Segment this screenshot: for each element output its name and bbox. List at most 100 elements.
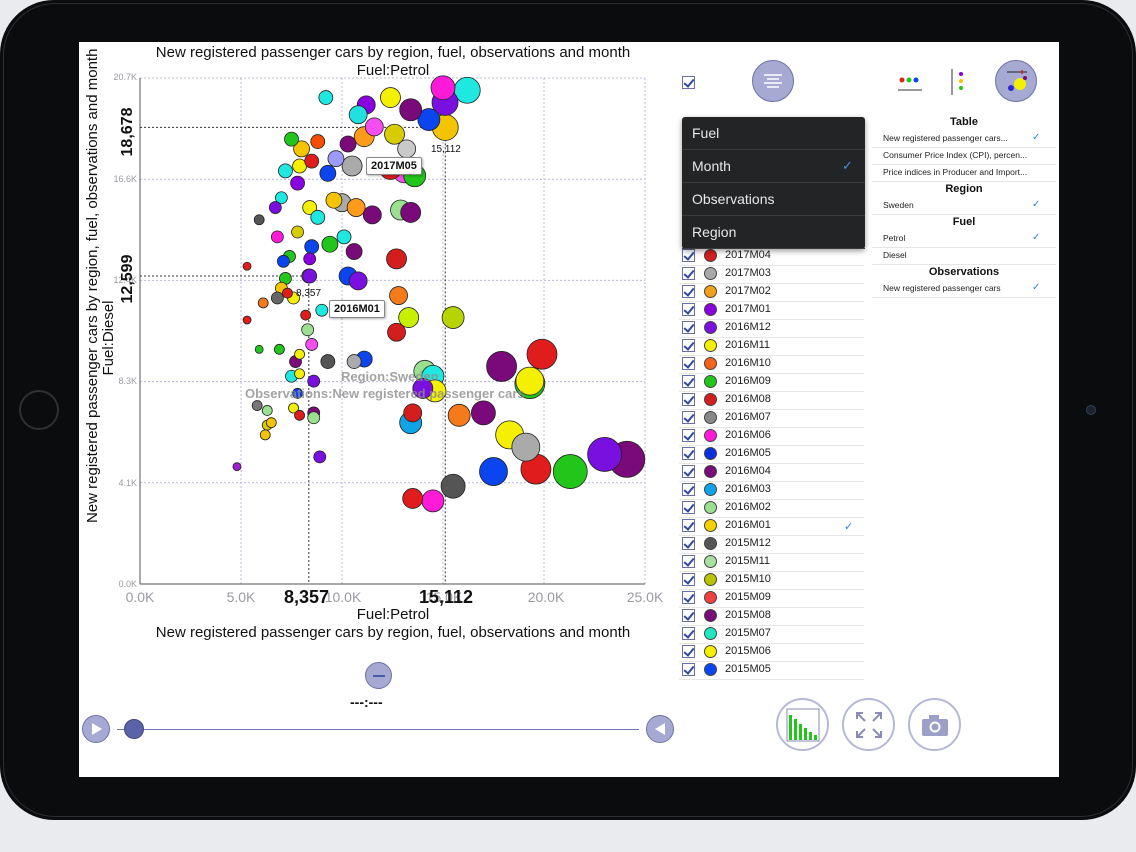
month-checkbox[interactable] <box>682 555 695 568</box>
legend-button[interactable] <box>897 70 923 94</box>
month-list-item[interactable]: 2015M06 <box>679 643 864 662</box>
panel-item[interactable]: New registered passenger cars ✓ <box>872 281 1056 298</box>
color-swatch-icon <box>704 357 717 370</box>
month-list-item[interactable]: 2015M09 <box>679 589 864 608</box>
dropdown-item[interactable]: Fuel <box>682 117 865 150</box>
month-list-item[interactable]: 2016M04 <box>679 463 864 482</box>
month-list-item[interactable]: 2015M12 <box>679 535 864 554</box>
month-checkbox[interactable] <box>682 501 695 514</box>
month-checkbox[interactable] <box>682 591 695 604</box>
month-list-item[interactable]: 2016M08 <box>679 391 864 410</box>
month-list-item[interactable]: 2017M02 <box>679 283 864 302</box>
month-list-item[interactable]: 2016M12 <box>679 319 864 338</box>
pointer-icon <box>372 674 385 677</box>
data-point <box>470 400 496 426</box>
month-list-item[interactable]: 2016M06 <box>679 427 864 446</box>
month-list-item[interactable]: 2016M05 <box>679 445 864 464</box>
month-checkbox[interactable] <box>682 249 695 262</box>
month-checkbox[interactable] <box>682 321 695 334</box>
month-checkbox[interactable] <box>682 573 695 586</box>
month-list-item[interactable]: 2016M02 <box>679 499 864 518</box>
point-value-label: 8,357 <box>296 288 322 299</box>
month-list-item[interactable]: 2016M10 <box>679 355 864 374</box>
month-checkbox[interactable] <box>682 447 695 460</box>
month-label: 2015M07 <box>725 627 771 639</box>
month-checkbox[interactable] <box>682 357 695 370</box>
month-checkbox[interactable] <box>682 411 695 424</box>
dropdown-item[interactable]: Observations <box>682 183 865 216</box>
panel-item[interactable]: Diesel <box>872 248 1056 265</box>
month-list-item[interactable]: 2017M01 <box>679 301 864 320</box>
size-legend-button[interactable] <box>949 68 971 96</box>
month-checkbox[interactable] <box>682 663 695 676</box>
data-point <box>440 473 466 499</box>
rewind-button[interactable] <box>646 715 674 743</box>
panel-item[interactable]: Petrol ✓ <box>872 231 1056 248</box>
month-checkbox[interactable] <box>682 429 695 442</box>
dropdown-item[interactable]: Month ✓ <box>682 150 865 183</box>
data-point <box>346 354 362 369</box>
month-list-item[interactable]: 2015M05 <box>679 661 864 680</box>
month-checkbox[interactable] <box>682 537 695 550</box>
month-checkbox[interactable] <box>682 285 695 298</box>
app-screen: New registered passenger cars by region,… <box>79 42 1059 777</box>
bar-chart-button[interactable] <box>776 698 829 751</box>
month-checkbox[interactable] <box>682 519 695 532</box>
month-list-item[interactable]: 2016M09 <box>679 373 864 392</box>
dropdown-item[interactable]: Region <box>682 216 865 249</box>
month-list-item[interactable]: 2015M08 <box>679 607 864 626</box>
data-point <box>515 366 545 396</box>
color-swatch-icon <box>704 519 717 532</box>
month-list-item[interactable]: 2016M03 <box>679 481 864 500</box>
data-point <box>364 117 384 137</box>
data-point <box>242 261 252 271</box>
month-list-item[interactable]: 2015M10 <box>679 571 864 590</box>
data-point <box>348 105 368 125</box>
month-checkbox[interactable] <box>682 303 695 316</box>
month-checkbox[interactable] <box>682 483 695 496</box>
time-marker-button[interactable] <box>365 662 392 689</box>
panel-item-label: Petrol <box>883 233 906 243</box>
month-list-item[interactable]: 2017M03 <box>679 265 864 284</box>
month-checkbox[interactable] <box>682 393 695 406</box>
menu-button[interactable] <box>752 60 794 102</box>
panel-item[interactable]: New registered passenger cars... ✓ <box>872 131 1056 148</box>
select-all-checkbox[interactable] <box>682 76 695 89</box>
data-point <box>325 191 343 209</box>
color-swatch-icon <box>704 501 717 514</box>
month-list-item[interactable]: 2016M01 ✓ <box>679 517 864 536</box>
month-checkbox[interactable] <box>682 267 695 280</box>
timeline-slider[interactable] <box>117 729 639 730</box>
y-axis-label: Fuel:Diesel <box>100 300 117 376</box>
timeline-slider-knob[interactable] <box>124 719 144 739</box>
month-label: 2016M06 <box>725 429 771 441</box>
month-checkbox[interactable] <box>682 609 695 622</box>
month-label: 2016M09 <box>725 375 771 387</box>
month-checkbox[interactable] <box>682 375 695 388</box>
checkmark-icon: ✓ <box>1032 232 1041 243</box>
color-swatch-icon <box>704 375 717 388</box>
crosshair-y-value: 18,678 <box>119 107 136 157</box>
month-checkbox[interactable] <box>682 645 695 658</box>
month-list-item[interactable]: 2017M04 <box>679 247 864 266</box>
month-list-item[interactable]: 2015M07 <box>679 625 864 644</box>
snapshot-button[interactable] <box>908 698 961 751</box>
month-checkbox[interactable] <box>682 465 695 478</box>
data-point <box>300 309 312 321</box>
bubble-settings-button[interactable] <box>995 60 1037 102</box>
size-legend-icon <box>951 69 963 95</box>
month-list-item[interactable]: 2015M11 <box>679 553 864 572</box>
fullscreen-button[interactable] <box>842 698 895 751</box>
month-list-item[interactable]: 2016M07 <box>679 409 864 428</box>
month-list-item[interactable]: 2016M11 <box>679 337 864 356</box>
panel-item[interactable]: Price indices in Producer and Import... <box>872 165 1056 182</box>
home-button[interactable] <box>19 390 59 430</box>
panel-item[interactable]: Sweden ✓ <box>872 198 1056 215</box>
data-point <box>273 343 285 355</box>
panel-item[interactable]: Consumer Price Index (CPI), percen... <box>872 148 1056 165</box>
data-point <box>282 287 293 299</box>
month-checkbox[interactable] <box>682 627 695 640</box>
month-checkbox[interactable] <box>682 339 695 352</box>
play-button[interactable] <box>82 715 110 743</box>
data-point <box>270 291 284 305</box>
